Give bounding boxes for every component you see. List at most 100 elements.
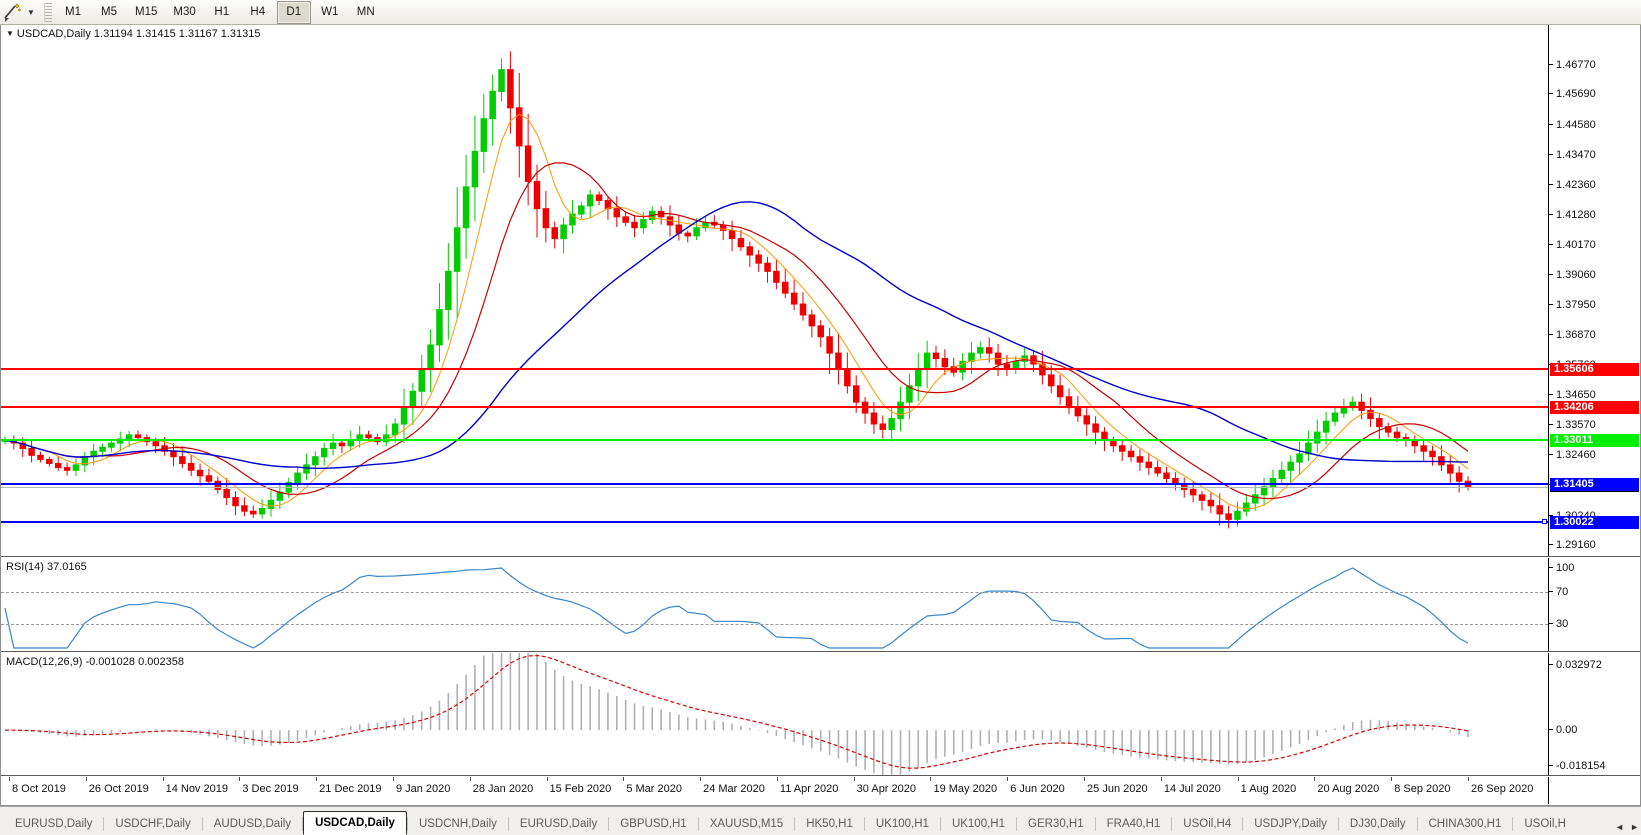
date-axis-corner xyxy=(1548,777,1640,804)
price-tick-1.37950: 1.37950 xyxy=(1549,299,1596,311)
chart-tab-usdchf-daily[interactable]: USDCHF,Daily xyxy=(104,813,201,835)
price-tick-1.32460: 1.32460 xyxy=(1549,449,1596,461)
date-label-14: 25 Jun 2020 xyxy=(1087,783,1148,795)
date-label-7: 15 Feb 2020 xyxy=(550,783,612,795)
rsi-pane[interactable]: RSI(14) 37.0165 1007030 xyxy=(1,558,1640,652)
chart-tab-eurusd-daily[interactable]: EURUSD,Daily xyxy=(4,813,103,835)
price-level-line-1.33011[interactable] xyxy=(1,439,1548,441)
chart-tab-audusd-daily[interactable]: AUDUSD,Daily xyxy=(203,813,302,835)
tab-scroll-right-icon[interactable]: ► xyxy=(1630,822,1639,832)
chart-tab-fra40-h1[interactable]: FRA40,H1 xyxy=(1096,813,1172,835)
timeframe-button-m30[interactable]: M30 xyxy=(166,1,202,24)
timeframe-button-d1[interactable]: D1 xyxy=(277,1,311,24)
rsi-tick-70: 70 xyxy=(1549,586,1568,598)
price-level-tag-resistance-2[interactable]: 1.34206 xyxy=(1550,401,1639,414)
price-tick-1.40170: 1.40170 xyxy=(1549,239,1596,251)
price-level-line-1.31405[interactable] xyxy=(1,483,1548,485)
chart-tab-china300-h1[interactable]: CHINA300,H1 xyxy=(1418,813,1513,835)
chart-tab-usdcad-daily[interactable]: USDCAD,Daily xyxy=(303,811,407,835)
toolbar-grip[interactable] xyxy=(44,3,52,22)
chart-tab-gbpusd-h1[interactable]: GBPUSD,H1 xyxy=(609,813,697,835)
price-level-tag-support-2[interactable]: 1.30022 xyxy=(1550,516,1639,529)
timeframe-button-m5[interactable]: M5 xyxy=(92,1,126,24)
date-axis-pane: 8 Oct 201926 Oct 201914 Nov 20193 Dec 20… xyxy=(1,777,1640,804)
chevron-down-icon[interactable]: ▼ xyxy=(24,1,38,23)
macd-tick-0.00: 0.00 xyxy=(1549,724,1577,736)
price-level-tag-pivot[interactable]: 1.33011 xyxy=(1550,434,1639,447)
chart-tab-uk100-h1[interactable]: UK100,H1 xyxy=(941,813,1016,835)
date-tick xyxy=(9,777,10,781)
macd-axis[interactable]: 0.0329720.00-0.018154 xyxy=(1548,653,1640,775)
chart-area[interactable]: ▼USDCAD,Daily 1.31194 1.31415 1.31167 1.… xyxy=(0,25,1641,806)
tab-scroll-controls[interactable]: ◄ ► xyxy=(1615,822,1639,832)
timeframe-button-m15[interactable]: M15 xyxy=(128,1,164,24)
rsi-axis[interactable]: 1007030 xyxy=(1548,558,1640,651)
date-label-15: 14 Jul 2020 xyxy=(1164,783,1221,795)
price-candles-svg xyxy=(1,25,1548,556)
timeframe-button-h1[interactable]: H1 xyxy=(205,1,239,24)
chart-tab-hk50-h1[interactable]: HK50,H1 xyxy=(795,813,864,835)
date-tick xyxy=(930,777,931,781)
date-label-6: 28 Jan 2020 xyxy=(473,783,534,795)
metatrader-chart-window: ▼ M1M5M15M30H1H4D1W1MN ▼USDCAD,Daily 1.3… xyxy=(0,0,1641,835)
date-label-3: 3 Dec 2019 xyxy=(242,783,298,795)
date-tick xyxy=(1391,777,1392,781)
collapse-icon[interactable]: ▼ xyxy=(6,29,14,38)
price-tick-1.44580: 1.44580 xyxy=(1549,119,1596,131)
date-label-12: 19 May 2020 xyxy=(933,783,997,795)
price-header-text: USDCAD,Daily 1.31194 1.31415 1.31167 1.3… xyxy=(17,28,261,40)
date-tick xyxy=(239,777,240,781)
price-level-line-1.30022[interactable] xyxy=(1,521,1548,523)
date-label-10: 11 Apr 2020 xyxy=(780,783,839,795)
price-tick-1.33570: 1.33570 xyxy=(1549,419,1596,431)
timeframe-button-mn[interactable]: MN xyxy=(349,1,383,24)
rsi-line-svg xyxy=(1,558,1548,651)
toolbar: ▼ M1M5M15M30H1H4D1W1MN xyxy=(0,0,1641,25)
date-tick xyxy=(1468,777,1469,781)
date-tick xyxy=(1238,777,1239,781)
current-price-line xyxy=(1,487,1548,488)
chart-tab-ger30-h1[interactable]: GER30,H1 xyxy=(1017,813,1095,835)
chart-tab-uk100-h1[interactable]: UK100,H1 xyxy=(865,813,940,835)
price-pane-header: ▼USDCAD,Daily 1.31194 1.31415 1.31167 1.… xyxy=(6,28,261,40)
rsi-pane-header: RSI(14) 37.0165 xyxy=(6,561,87,573)
date-tick xyxy=(163,777,164,781)
level-anchor-handle[interactable] xyxy=(1542,519,1547,524)
date-label-17: 20 Aug 2020 xyxy=(1317,783,1379,795)
chart-tab-usoil-h4[interactable]: USOil,H4 xyxy=(1172,813,1242,835)
chart-tab-usoil-h[interactable]: USOil,H xyxy=(1513,813,1577,835)
timeframe-button-w1[interactable]: W1 xyxy=(313,1,347,24)
price-pane[interactable]: ▼USDCAD,Daily 1.31194 1.31415 1.31167 1.… xyxy=(1,25,1640,557)
price-level-tag-resistance-1[interactable]: 1.35606 xyxy=(1550,363,1639,376)
tab-scroll-left-icon[interactable]: ◄ xyxy=(1615,822,1624,832)
rsi-tick-30: 30 xyxy=(1549,618,1568,630)
macd-plot[interactable] xyxy=(1,653,1548,775)
timeframe-buttons: M1M5M15M30H1H4D1W1MN xyxy=(56,1,383,24)
date-tick xyxy=(316,777,317,781)
price-level-line-1.34206[interactable] xyxy=(1,406,1548,408)
date-label-16: 1 Aug 2020 xyxy=(1241,783,1297,795)
chart-tab-eurusd-daily[interactable]: EURUSD,Daily xyxy=(509,813,608,835)
chart-tab-usdcnh-daily[interactable]: USDCNH,Daily xyxy=(408,813,508,835)
date-tick xyxy=(623,777,624,781)
macd-pane[interactable]: MACD(12,26,9) -0.001028 0.002358 0.03297… xyxy=(1,653,1640,776)
macd-tick--0.018154: -0.018154 xyxy=(1549,760,1606,772)
chart-tab-bar[interactable]: EURUSD,DailyUSDCHF,DailyAUDUSD,DailyUSDC… xyxy=(0,806,1641,835)
price-axis[interactable]: 1.467701.456901.445801.434701.423601.412… xyxy=(1548,25,1640,556)
macd-svg xyxy=(1,653,1548,775)
timeframe-button-h4[interactable]: H4 xyxy=(241,1,275,24)
date-label-2: 14 Nov 2019 xyxy=(166,783,228,795)
chart-tab-dj30-daily[interactable]: DJ30,Daily xyxy=(1339,813,1417,835)
rsi-level-70 xyxy=(1,592,1548,593)
chart-tab-xauusd-m15[interactable]: XAUUSD,M15 xyxy=(699,813,795,835)
price-plot[interactable] xyxy=(1,25,1548,556)
crosshair-draw-icon[interactable] xyxy=(2,1,24,23)
chart-tab-usdjpy-daily[interactable]: USDJPY,Daily xyxy=(1243,813,1338,835)
price-level-line-1.35606[interactable] xyxy=(1,368,1548,370)
price-level-tag-support-1[interactable]: 1.31405 xyxy=(1550,478,1639,491)
price-tick-1.45690: 1.45690 xyxy=(1549,88,1596,100)
timeframe-button-m1[interactable]: M1 xyxy=(56,1,90,24)
date-tick xyxy=(1007,777,1008,781)
rsi-plot[interactable] xyxy=(1,558,1548,651)
date-label-1: 26 Oct 2019 xyxy=(89,783,149,795)
